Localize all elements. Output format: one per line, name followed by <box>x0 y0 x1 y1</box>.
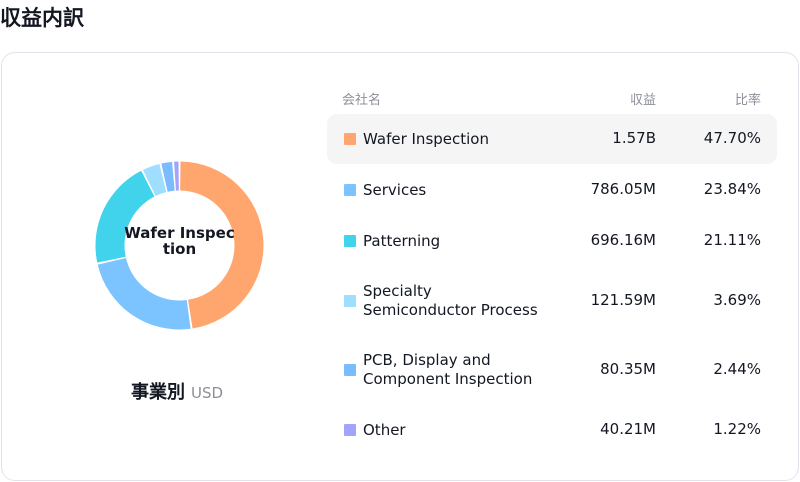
segment-name: Specialty Semiconductor Process <box>363 282 563 320</box>
header-ratio: 比率 <box>734 93 761 108</box>
segment-name-line: Other <box>363 420 406 439</box>
segment-revenue: 40.21M <box>600 420 656 438</box>
table-header: 会社名 収益 比率 <box>327 89 777 111</box>
donut-slice-4[interactable] <box>161 161 175 192</box>
legend-swatch <box>344 295 356 307</box>
page-title: 収益内訳 <box>0 6 84 30</box>
header-revenue: 収益 <box>629 93 656 108</box>
table-row[interactable]: Other 40.21M 1.22% <box>327 405 777 455</box>
segment-name: Services <box>363 181 563 200</box>
segment-ratio: 23.84% <box>703 180 761 198</box>
segment-name: Other <box>363 421 563 440</box>
revenue-breakdown-card: Wafer Inspection 事業別 USD 会社名 収益 比率 Wafer … <box>1 52 799 481</box>
donut-slice-5[interactable] <box>174 161 179 191</box>
segment-ratio: 3.69% <box>713 291 761 309</box>
segment-name-line: Services <box>363 180 427 199</box>
legend-swatch <box>344 184 356 196</box>
caption-unit: USD <box>190 384 224 402</box>
segment-revenue: 786.05M <box>590 180 656 198</box>
segment-revenue: 80.35M <box>600 360 656 378</box>
segment-ratio: 1.22% <box>713 420 761 438</box>
donut-slice-0[interactable] <box>180 161 264 329</box>
legend-swatch <box>344 424 356 436</box>
donut-center-label: Wafer Inspection <box>124 224 235 258</box>
segment-name-line: Specialty <box>363 282 432 300</box>
donut-slice-2[interactable] <box>95 170 155 263</box>
segment-name-line: Component Inspection <box>363 370 533 388</box>
segment-name-line: Patterning <box>363 231 441 250</box>
segment-name-line: PCB, Display and <box>363 351 491 369</box>
legend-swatch <box>344 364 356 376</box>
segment-name: Patterning <box>363 232 563 251</box>
table-row[interactable]: Services 786.05M 23.84% <box>327 165 777 215</box>
table-row[interactable]: Patterning 696.16M 21.11% <box>327 216 777 266</box>
header-company-name: 会社名 <box>342 93 382 108</box>
caption-title: 事業別 <box>130 382 185 403</box>
legend-swatch <box>344 133 356 145</box>
segment-revenue: 696.16M <box>590 231 656 249</box>
segment-ratio: 47.70% <box>703 129 761 147</box>
segment-ratio: 21.11% <box>703 231 761 249</box>
donut-slice-1[interactable] <box>97 258 191 330</box>
segment-name: PCB, Display and Component Inspection <box>363 351 563 389</box>
table-row[interactable]: PCB, Display and Component Inspection 80.3… <box>327 336 777 404</box>
donut-slice-3[interactable] <box>142 163 167 196</box>
segment-revenue: 121.59M <box>590 291 656 309</box>
segment-name: Wafer Inspection <box>363 130 563 149</box>
donut-svg <box>95 161 264 330</box>
segment-name-line: Semiconductor Process <box>363 301 538 319</box>
table-row[interactable]: Specialty Semiconductor Process 121.59M 3.6… <box>327 267 777 335</box>
segment-revenue: 1.57B <box>612 129 656 147</box>
segment-name-line: Wafer Inspection <box>363 129 489 148</box>
donut-chart: Wafer Inspection <box>87 153 272 338</box>
legend-swatch <box>344 235 356 247</box>
segment-ratio: 2.44% <box>713 360 761 378</box>
chart-caption: 事業別 USD <box>2 378 352 404</box>
table-row[interactable]: Wafer Inspection 1.57B 47.70% <box>327 114 777 164</box>
